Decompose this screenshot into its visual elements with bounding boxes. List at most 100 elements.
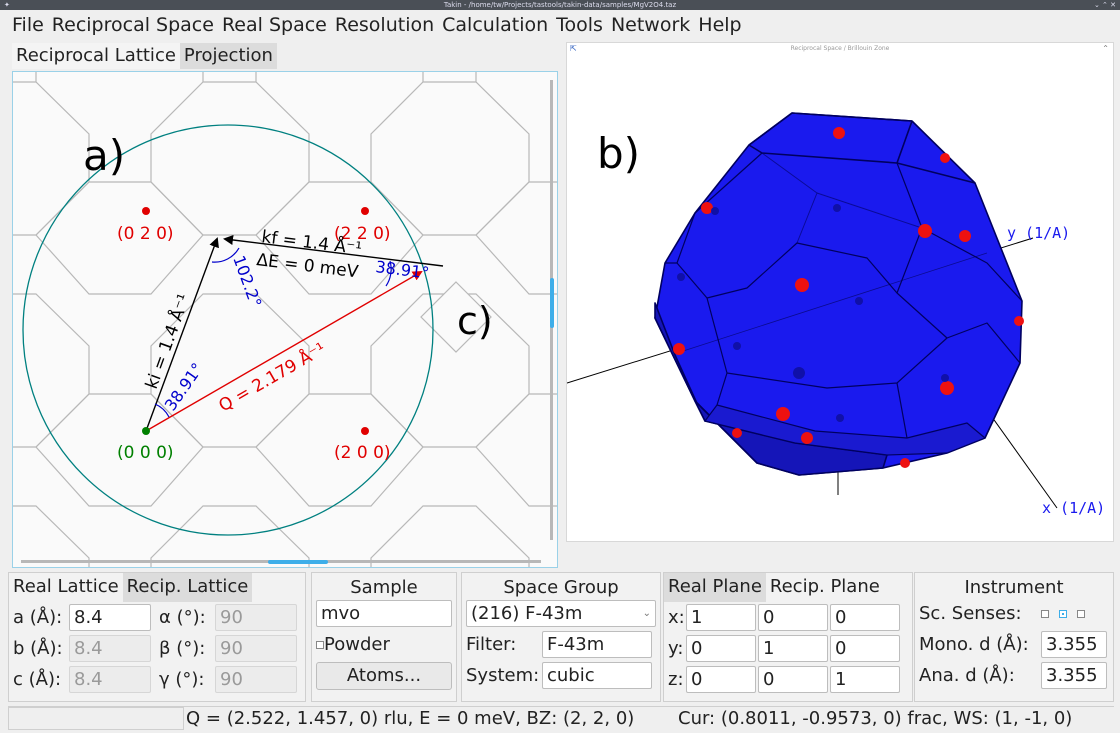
tab-reciprocal-lattice[interactable]: Reciprocal Lattice [12,43,180,69]
alpha-field[interactable]: 90 [215,604,297,631]
status-bar: Q = (2.522, 1.457, 0) rlu, E = 0 meV, BZ… [8,706,1114,730]
a-field[interactable]: 8.4 [69,604,151,631]
brillouin-zone-view[interactable]: ⇱ Reciprocal Space / Brillouin Zone ⌃ [566,42,1114,542]
point-000[interactable] [142,427,150,435]
status-blank [8,707,184,730]
tab-recip-lattice[interactable]: Recip. Lattice [122,573,253,602]
powder-label: Powder [324,634,390,655]
y-h-field[interactable]: 0 [686,635,756,662]
instrument-title: Instrument [964,577,1064,598]
label-220: (2 2 0) [334,224,391,244]
z-label: z: [668,669,684,690]
horizontal-scroll-handle[interactable] [268,560,328,564]
z-k-field[interactable]: 0 [758,666,828,693]
bz-3d-svg: b) y (1/A) x (1/A) [567,112,1105,517]
atoms-button[interactable]: Atoms... [316,661,452,690]
bz-view-title: Reciprocal Space / Brillouin Zone [790,45,890,52]
bragg-points [673,127,1024,468]
tab-real-lattice[interactable]: Real Lattice [13,576,119,597]
angle-arc-right [385,260,392,287]
z-l-field[interactable]: 1 [830,666,900,693]
window-title: Takin - /home/tw/Projects/tastools/takin… [443,1,677,9]
gamma-field[interactable]: 90 [215,666,297,693]
a-label: a (Å): [13,607,63,628]
ki-vector [145,237,219,432]
system-field[interactable]: cubic [542,662,652,689]
space-group-title: Space Group [503,577,619,598]
point-220[interactable] [361,207,369,215]
space-group-value: (216) F-43m [471,603,583,624]
annotation-b: b) [597,129,640,178]
scattering-plane-view[interactable]: (0 2 0) (2 2 0) (0 0 0) (2 0 0) kf = 1.4… [12,71,558,568]
zone-diamond [420,281,492,353]
window-titlebar: ✦ Takin - /home/tw/Projects/tastools/tak… [0,0,1120,10]
point-020[interactable] [142,207,150,215]
sample-name-field[interactable]: mvo [316,600,452,627]
space-group-select[interactable]: (216) F-43m ⌄ [466,600,656,627]
menu-tools[interactable]: Tools [556,14,603,36]
label-200: (2 0 0) [334,443,391,463]
axis-inner [676,252,988,354]
sample-title: Sample [350,577,418,598]
ana-d-field[interactable]: 3.355 [1041,662,1107,689]
bottom-controls: Real Lattice Recip. Lattice a (Å): 8.4 α… [0,570,1120,705]
point-200[interactable] [361,427,369,435]
vertical-scroll-handle[interactable] [550,278,554,328]
filter-field[interactable]: F-43m [542,631,652,658]
sense-ana-checkbox[interactable] [1077,609,1085,618]
menu-bar: File Reciprocal Space Real Space Resolut… [0,10,1120,40]
label-000: (0 0 0) [117,443,174,463]
b-field[interactable]: 8.4 [69,635,151,662]
angle-label-2: 38.91° [375,257,431,282]
close-icon[interactable]: ⌃ [1102,44,1109,53]
tab-projection[interactable]: Projection [179,43,277,69]
scattering-plot-svg: (0 2 0) (2 2 0) (0 0 0) (2 0 0) kf = 1.4… [13,72,557,567]
menu-resolution[interactable]: Resolution [334,14,435,36]
window-controls-icon[interactable]: ⌄ ⌃ ✕ [1093,1,1116,9]
menu-help[interactable]: Help [698,14,742,36]
bz-view-footer [566,542,1114,568]
x-l-field[interactable]: 0 [830,604,900,631]
menu-reciprocal-space[interactable]: Reciprocal Space [51,14,214,36]
mono-d-field[interactable]: 3.355 [1041,631,1107,658]
sense-mono-checkbox[interactable] [1041,609,1049,618]
senses-label: Sc. Senses: [919,603,1022,624]
label-020: (0 2 0) [117,224,174,244]
angle-arc-top [211,247,240,263]
menu-file[interactable]: File [12,14,44,36]
ana-label: Ana. d (Å): [919,665,1015,686]
sample-group: Sample mvo Powder Atoms... [311,572,457,702]
menu-calculation[interactable]: Calculation [442,14,549,36]
x-label: x: [668,607,685,628]
axis-x-label: x (1/A) [1042,499,1105,517]
powder-checkbox[interactable] [316,640,324,649]
menu-network[interactable]: Network [610,14,691,36]
y-k-field[interactable]: 1 [758,635,828,662]
menu-real-space[interactable]: Real Space [221,14,327,36]
tab-real-plane[interactable]: Real Plane [664,573,766,602]
instrument-group: Instrument Sc. Senses: Mono. d (Å): 3.35… [914,572,1114,702]
sense-sample-checkbox[interactable] [1059,609,1067,618]
tab-recip-plane[interactable]: Recip. Plane [769,576,880,597]
z-h-field[interactable]: 0 [686,666,756,693]
x-h-field[interactable]: 1 [686,604,756,631]
annotation-a: a) [83,131,125,180]
q-vector [145,270,423,432]
b-label: b (Å): [13,638,63,659]
x-k-field[interactable]: 0 [758,604,828,631]
lattice-tabs: Real Lattice Recip. Lattice [9,573,305,602]
axis-y-label: y (1/A) [1007,224,1070,242]
pin-icon[interactable]: ⇱ [570,44,577,53]
mono-label: Mono. d (Å): [919,634,1029,655]
status-q-info: Q = (2.522, 1.457, 0) rlu, E = 0 meV, BZ… [186,708,635,729]
alpha-label: α (°): [159,607,206,628]
app-icon: ✦ [4,1,10,9]
filter-label: Filter: [466,634,517,655]
q-label: Q = 2.179 Å⁻¹ [215,337,330,416]
scattering-circle [22,124,434,536]
c-field[interactable]: 8.4 [69,666,151,693]
beta-field[interactable]: 90 [215,635,297,662]
beta-label: β (°): [159,638,206,659]
y-l-field[interactable]: 0 [830,635,900,662]
y-label: y: [668,638,684,659]
